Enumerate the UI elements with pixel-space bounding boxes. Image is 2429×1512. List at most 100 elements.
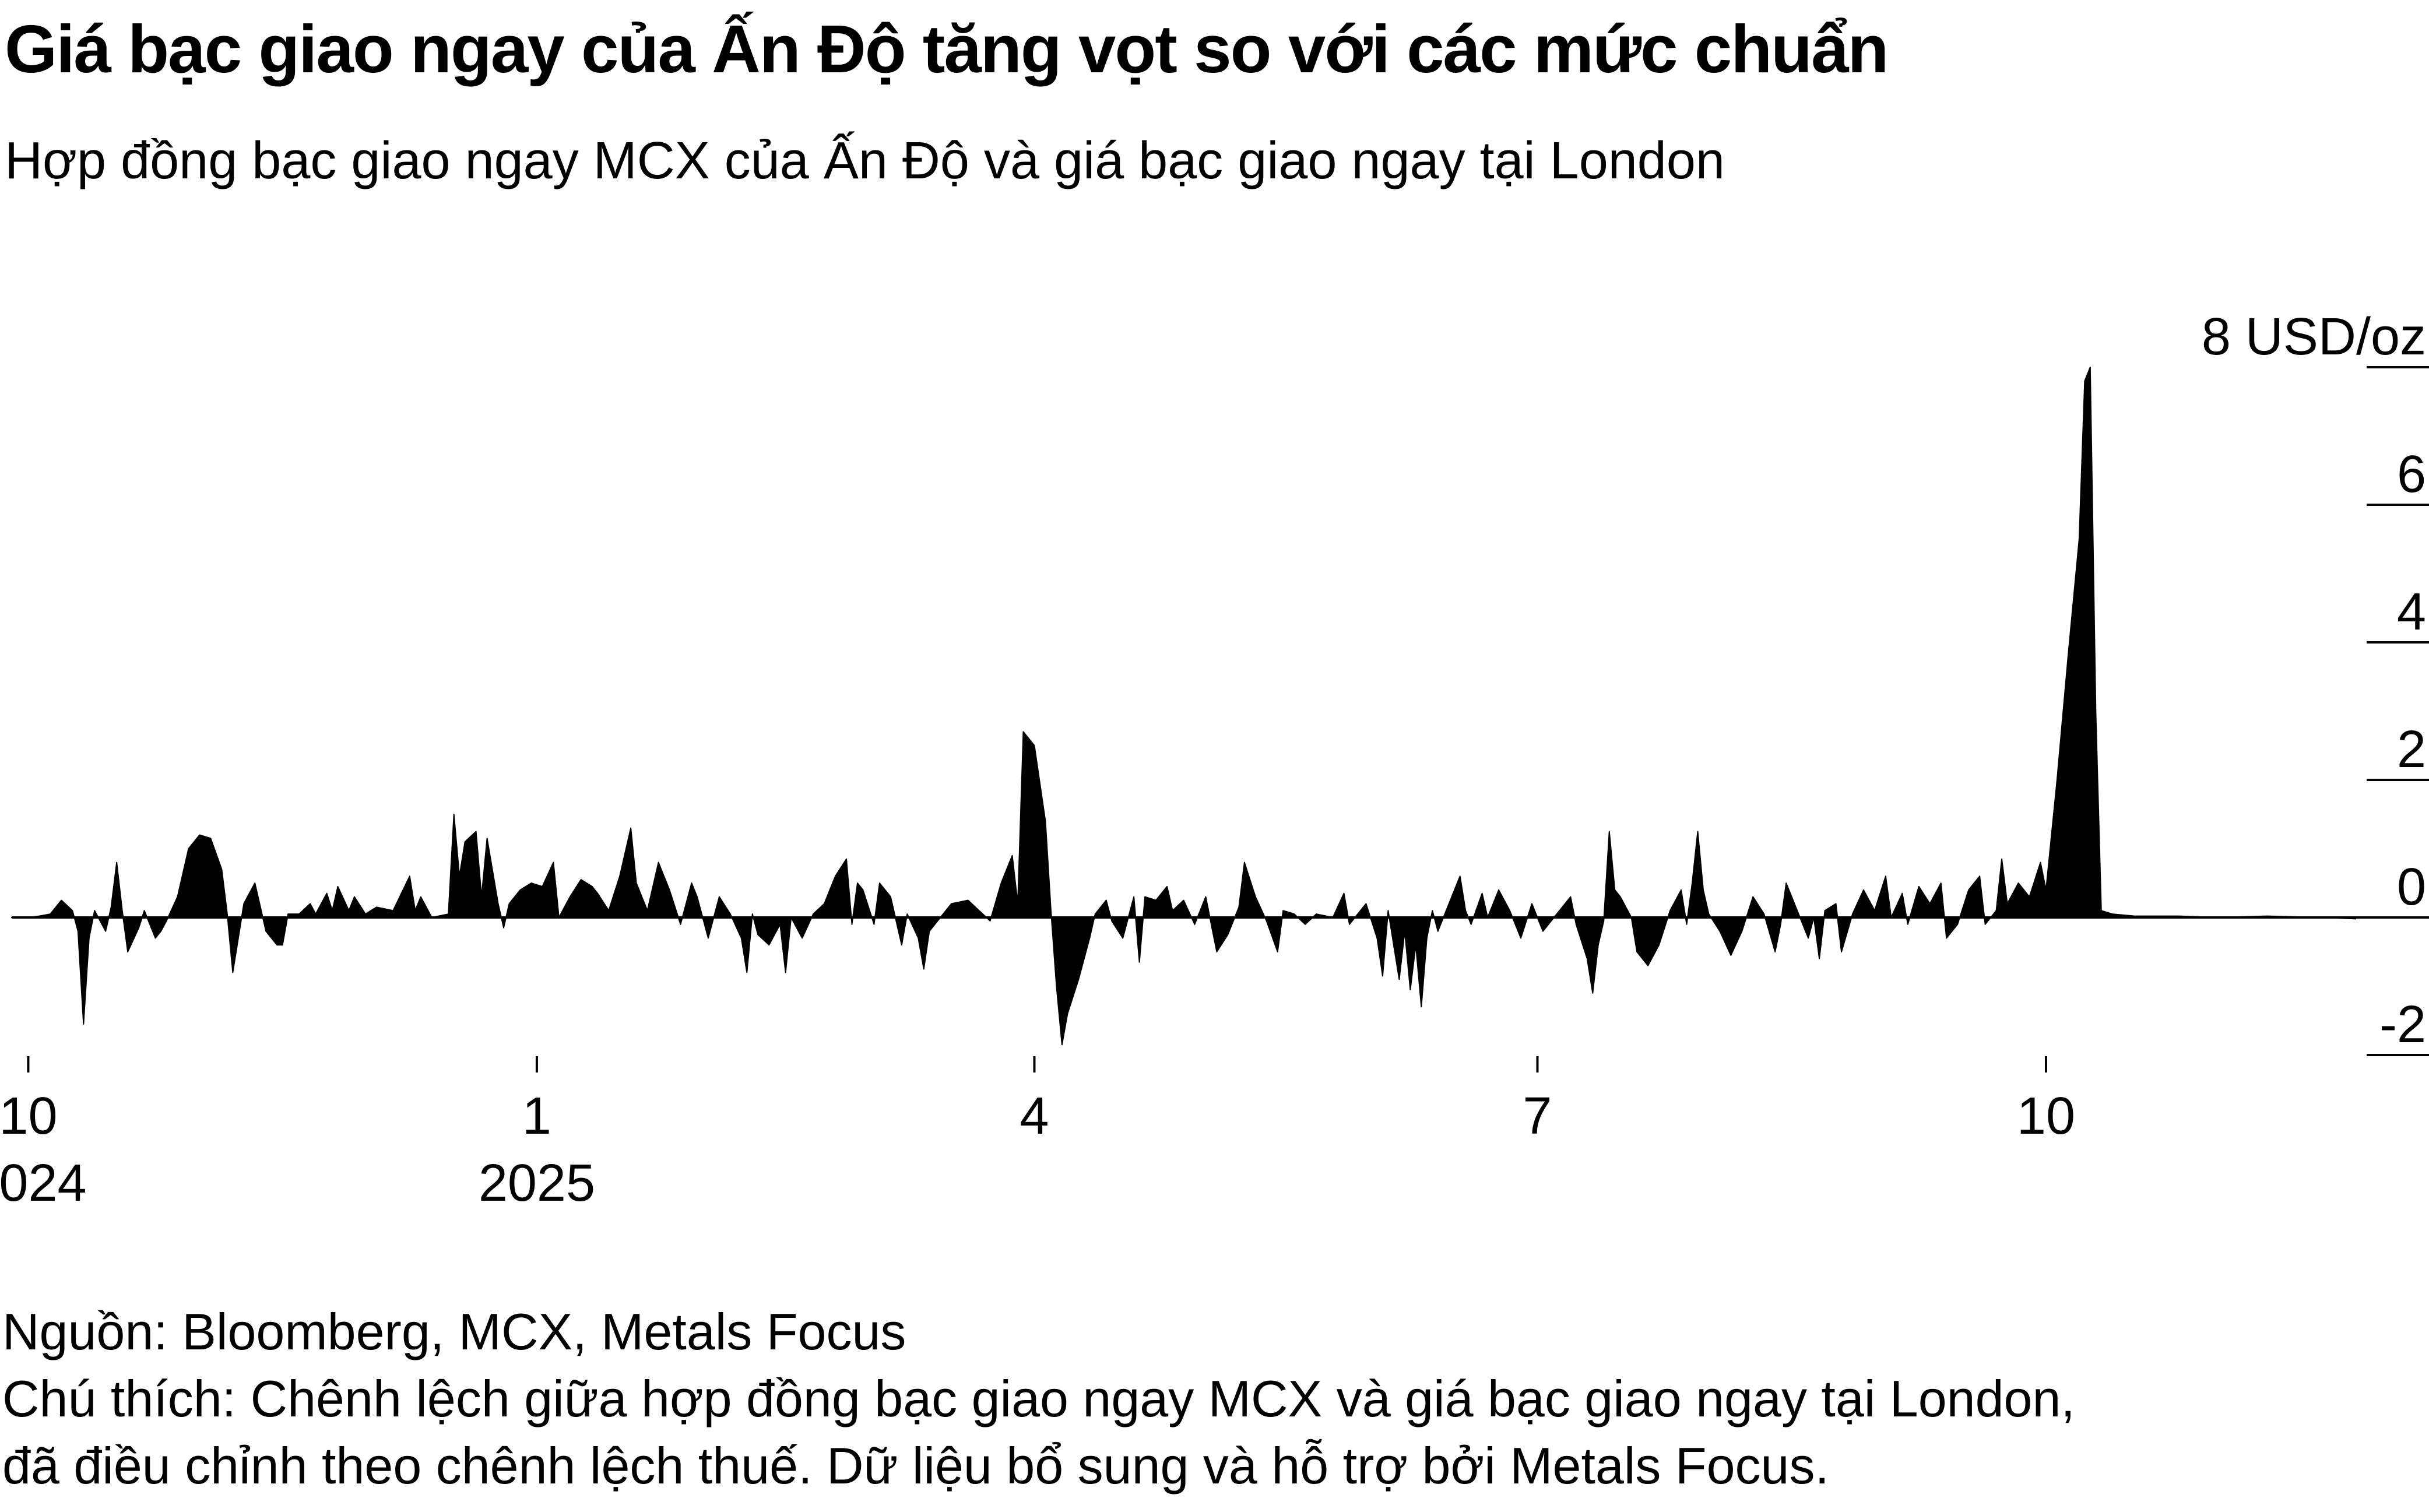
data-point: [746, 972, 748, 973]
data-point: [802, 937, 803, 939]
data-point: [337, 886, 339, 887]
chart-title: Giá bạc giao ngay của Ấn Độ tăng vọt so …: [5, 11, 1889, 87]
data-point: [1305, 924, 1306, 925]
y-tick-label-5: 8 USD/oz: [2202, 308, 2426, 366]
x-tick-label-2: 4: [1020, 1087, 1049, 1145]
data-point: [1387, 910, 1389, 911]
data-point: [813, 913, 814, 915]
data-point: [1697, 831, 1699, 832]
data-point: [1376, 937, 1378, 939]
data-point: [1587, 958, 1588, 959]
data-point: [1520, 937, 1521, 939]
data-point: [238, 937, 239, 939]
footnote-line-1: Chú thích: Chênh lệch giữa hợp đồng bạc …: [2, 1370, 2075, 1427]
data-point: [1122, 937, 1123, 939]
data-point: [1155, 899, 1157, 901]
data-point: [929, 930, 930, 932]
data-point: [901, 944, 902, 945]
data-point: [1929, 903, 1931, 905]
data-point: [1636, 951, 1637, 952]
data-point: [199, 834, 201, 836]
data-point: [282, 944, 283, 945]
data-point: [1531, 903, 1532, 905]
data-point: [1432, 910, 1433, 911]
data-point: [1034, 745, 1035, 746]
data-point: [1459, 875, 1461, 877]
data-point: [680, 924, 681, 925]
data-point: [1094, 913, 1096, 915]
data-point: [210, 838, 212, 839]
data-point: [448, 913, 449, 915]
data-point: [287, 913, 289, 915]
data-point: [923, 968, 925, 970]
data-point: [1216, 951, 1218, 952]
data-point: [1785, 882, 1787, 884]
data-point: [1946, 937, 1948, 939]
data-point: [846, 858, 847, 860]
data-point: [1426, 937, 1428, 939]
data-point: [835, 875, 836, 877]
data-point: [1763, 913, 1765, 915]
data-point: [719, 896, 720, 898]
data-point: [1194, 924, 1196, 925]
data-point: [1681, 889, 1682, 891]
data-point: [110, 906, 112, 908]
data-point: [414, 910, 416, 911]
data-point: [1752, 896, 1754, 898]
data-point: [276, 944, 278, 945]
data-point: [890, 896, 891, 898]
data-point: [1730, 955, 1732, 956]
data-point: [768, 944, 770, 945]
data-point: [453, 814, 455, 815]
data-point: [873, 924, 875, 925]
data-point: [1415, 944, 1416, 945]
data-point: [177, 896, 178, 898]
data-point: [1404, 930, 1405, 932]
data-point: [2100, 910, 2102, 911]
data-point: [1570, 896, 1572, 898]
data-point: [635, 882, 637, 884]
data-point: [227, 913, 228, 915]
data-point: [1719, 930, 1721, 932]
data-point: [1957, 924, 1959, 925]
data-point: [1144, 896, 1145, 898]
data-point: [1409, 989, 1411, 990]
data-point: [2017, 882, 2019, 884]
data-point: [254, 882, 256, 884]
y-axis: -2 0 2 4 6 8 USD/oz: [2202, 308, 2429, 1056]
data-point: [1619, 896, 1621, 898]
data-point: [310, 903, 311, 905]
data-point: [1548, 924, 1549, 925]
data-point: [1421, 1006, 1422, 1008]
x-tick-label-1: 1: [522, 1087, 551, 1145]
data-point: [857, 882, 858, 884]
data-point: [2045, 889, 2047, 891]
x-tick-label-0: 10: [0, 1087, 58, 1145]
data-point: [83, 1024, 85, 1025]
data-point: [1559, 910, 1560, 911]
data-point: [1183, 899, 1184, 901]
data-point: [1741, 930, 1743, 932]
data-point: [2068, 655, 2069, 657]
data-point: [1863, 889, 1864, 891]
data-point: [1166, 886, 1168, 887]
data-point: [354, 896, 355, 898]
data-point: [1050, 910, 1052, 911]
data-point: [475, 831, 477, 832]
y-tick-label-1: 0: [2397, 858, 2426, 916]
data-point: [1227, 934, 1229, 936]
data-point: [1901, 892, 1903, 894]
data-point: [1078, 979, 1080, 980]
data-point: [1133, 896, 1134, 898]
data-point: [779, 924, 781, 925]
data-point: [1017, 903, 1018, 905]
data-point: [1343, 892, 1345, 894]
data-point: [94, 910, 96, 911]
data-point: [1470, 924, 1472, 925]
data-point: [121, 910, 123, 911]
data-point: [530, 882, 532, 884]
source-note: Nguồn: Bloomberg, MCX, Metals Focus: [2, 1303, 906, 1360]
